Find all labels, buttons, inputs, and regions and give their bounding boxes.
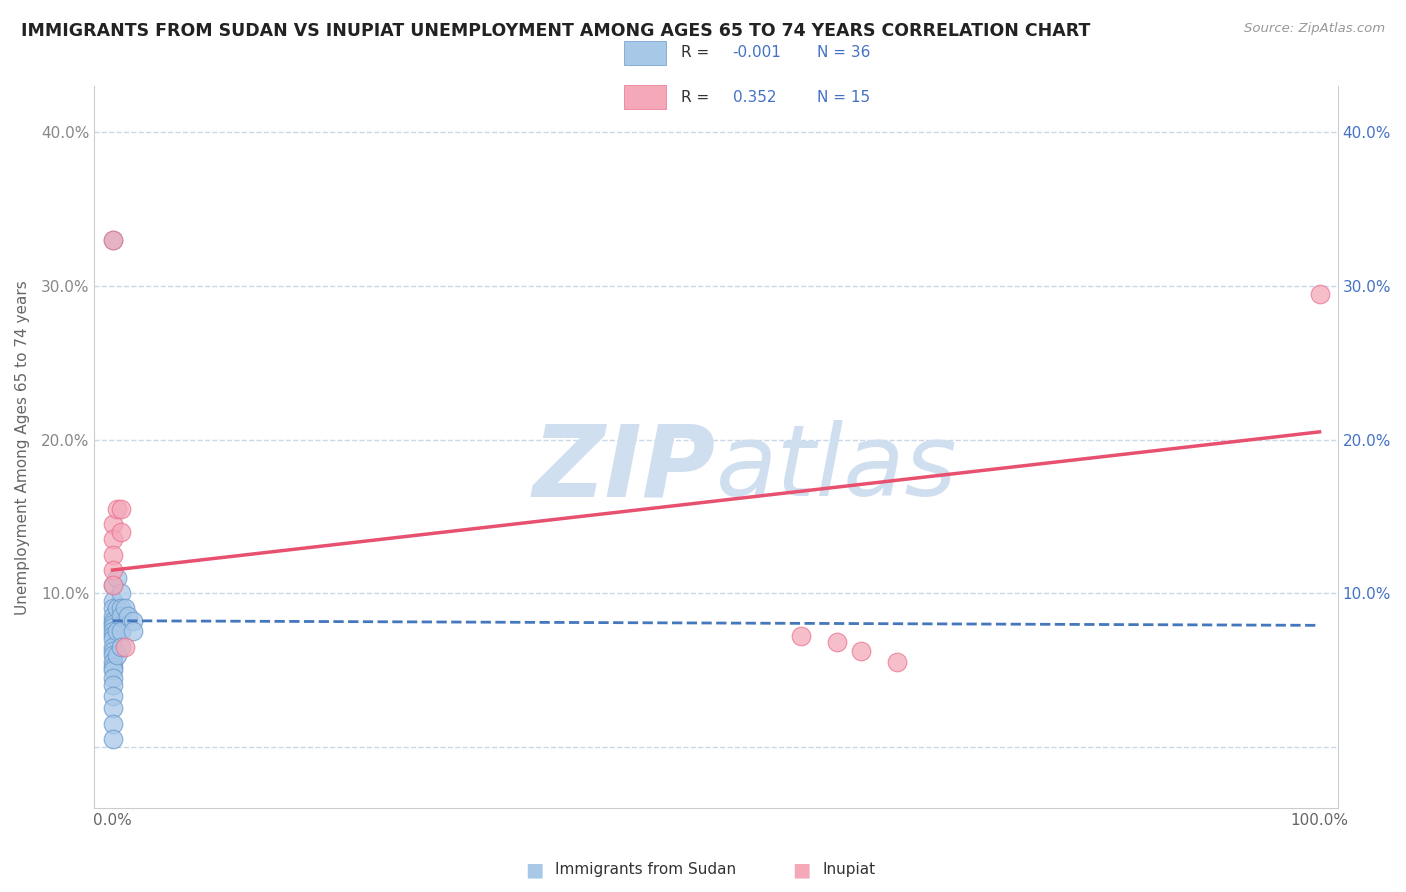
Text: -0.001: -0.001 [733, 45, 782, 61]
Point [107, 501, 129, 516]
Point [825, 635, 848, 649]
Point [101, 233, 124, 247]
Point [107, 648, 129, 662]
Point [114, 601, 136, 615]
Point [1309, 286, 1331, 301]
Point [101, 233, 124, 247]
Point [101, 614, 124, 628]
Text: Source: ZipAtlas.com: Source: ZipAtlas.com [1244, 22, 1385, 36]
Point [110, 501, 132, 516]
Point [110, 524, 132, 539]
Point [101, 627, 124, 641]
Y-axis label: Unemployment Among Ages 65 to 74 years: Unemployment Among Ages 65 to 74 years [15, 280, 30, 615]
Point [101, 563, 124, 577]
Point [101, 648, 124, 662]
Text: ■: ■ [792, 860, 811, 880]
Text: R =: R = [681, 90, 714, 105]
Text: N = 36: N = 36 [817, 45, 870, 61]
Text: IMMIGRANTS FROM SUDAN VS INUPIAT UNEMPLOYMENT AMONG AGES 65 TO 74 YEARS CORRELAT: IMMIGRANTS FROM SUDAN VS INUPIAT UNEMPLO… [21, 22, 1091, 40]
Text: ZIP: ZIP [533, 420, 716, 517]
Point [101, 578, 124, 592]
Point [101, 701, 124, 715]
FancyBboxPatch shape [624, 41, 666, 65]
Point [101, 616, 124, 631]
Point [101, 516, 124, 531]
Text: atlas: atlas [716, 420, 957, 517]
Point [122, 624, 145, 639]
Point [101, 609, 124, 624]
Point [101, 533, 124, 547]
Point [101, 578, 124, 592]
Text: 0.352: 0.352 [733, 90, 776, 105]
Point [101, 548, 124, 562]
Text: Inupiat: Inupiat [823, 863, 876, 877]
Point [101, 716, 124, 731]
Point [101, 671, 124, 685]
Point [110, 586, 132, 600]
Point [101, 640, 124, 654]
Point [110, 624, 132, 639]
Point [110, 640, 132, 654]
Point [122, 614, 145, 628]
Point [101, 731, 124, 746]
Point [110, 601, 132, 615]
Point [849, 644, 872, 658]
Point [101, 689, 124, 703]
FancyBboxPatch shape [624, 86, 666, 109]
Point [110, 609, 132, 624]
Text: R =: R = [681, 45, 714, 61]
Point [107, 571, 129, 585]
Point [114, 640, 136, 654]
Text: ■: ■ [524, 860, 544, 880]
Point [101, 655, 124, 669]
Point [886, 655, 908, 669]
Point [107, 624, 129, 639]
Point [101, 601, 124, 615]
Point [101, 632, 124, 647]
Point [107, 601, 129, 615]
Point [101, 620, 124, 634]
Point [101, 678, 124, 692]
Point [101, 594, 124, 608]
Point [101, 663, 124, 677]
Point [101, 660, 124, 674]
Text: N = 15: N = 15 [817, 90, 870, 105]
Point [789, 629, 811, 643]
Text: Immigrants from Sudan: Immigrants from Sudan [555, 863, 737, 877]
Point [117, 609, 139, 624]
Point [101, 644, 124, 658]
Point [101, 624, 124, 639]
